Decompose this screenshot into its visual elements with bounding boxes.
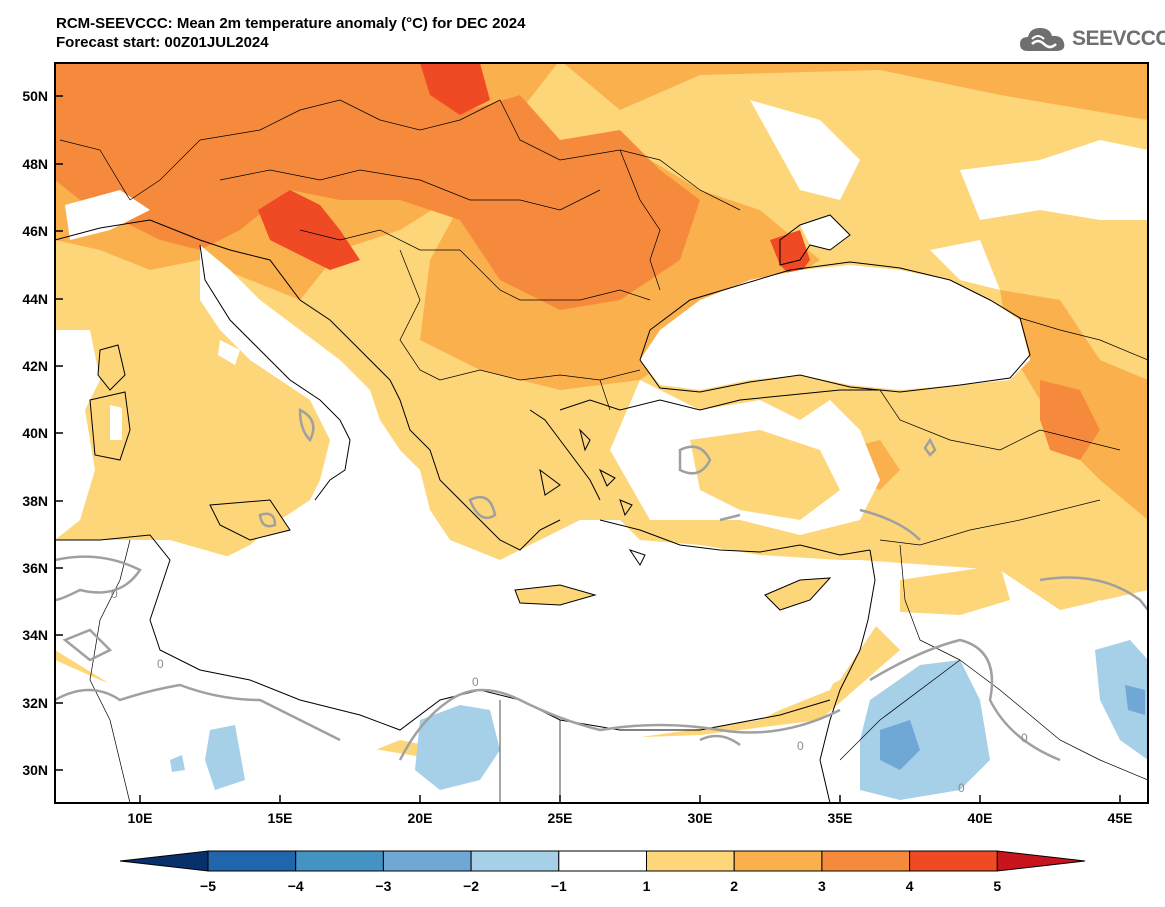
colorbar-segment [382,850,472,872]
title-line-2: Forecast start: 00Z01JUL2024 [56,34,269,51]
colorbar-arrow-high [996,850,1086,872]
colorbar-label: −3 [375,878,391,894]
cloud-icon [1020,28,1065,51]
colorbar-label: −1 [551,878,567,894]
colorbar-label: 1 [643,878,651,894]
lat-label: 30N [22,762,48,778]
lat-label: 40N [22,425,48,441]
lat-ticks [55,95,63,771]
lat-label: 48N [22,156,48,172]
lat-label: 46N [22,223,48,239]
colorbar-segment [295,850,384,872]
lat-label: 42N [22,358,48,374]
lat-label: 50N [22,88,48,104]
zero-contours [55,407,1148,762]
lon-ticks [139,795,1121,803]
lon-label: 35E [828,810,853,826]
contour-label: 0 [157,657,164,671]
colorbar-label: 3 [818,878,826,894]
lon-label: 25E [548,810,573,826]
lat-label: 36N [22,560,48,576]
lat-labels: 50N 48N 46N 44N 42N 40N 38N 36N 34N 32N … [22,88,48,778]
colorbar-segment [470,850,560,872]
lon-label: 45E [1108,810,1133,826]
map-title: RCM-SEEVCCC: Mean 2m temperature anomaly… [56,14,525,52]
colorbar-label: −2 [463,878,479,894]
lat-label: 38N [22,493,48,509]
lat-label: 32N [22,695,48,711]
contour-label: 0 [472,675,479,689]
lat-label: 34N [22,627,48,643]
contour-label: 0 [958,781,965,795]
colorbar-label: −4 [288,878,304,894]
colorbar-segment [646,850,735,872]
lon-label: 40E [968,810,993,826]
colorbar-label: −5 [200,878,216,894]
colorbar-label: 4 [906,878,914,894]
colorbar-label: 5 [993,878,1001,894]
lon-label: 10E [128,810,153,826]
colorbar-segment [909,850,998,872]
contour-label: 0 [1021,731,1028,745]
colorbar-label: 2 [730,878,738,894]
colorbar-segment [733,850,823,872]
colorbar-segment [558,850,647,872]
contour-label: 0 [111,587,118,601]
lon-label: 30E [688,810,713,826]
colorbar-segment [207,850,297,872]
colorbar-arrow-low [119,850,209,872]
lon-label: 15E [268,810,293,826]
seevccc-logo: SEEVCCC [1018,22,1165,56]
contour-label: 0 [797,739,804,753]
logo-text: SEEVCCC [1072,27,1165,50]
title-line-1: RCM-SEEVCCC: Mean 2m temperature anomaly… [56,15,526,32]
contour-labels: 0 0 0 0 0 0 [111,587,1028,795]
colorbar-segment [821,850,911,872]
country-borders [59,99,1148,803]
lon-labels: 10E 15E 20E 25E 30E 35E 40E 45E [128,810,1133,826]
lon-label: 20E [408,810,433,826]
colorbar: −5 −4 −3 −2 −1 1 2 3 4 5 [119,850,1086,894]
lat-label: 44N [22,291,48,307]
anomaly-fields [55,63,1148,803]
